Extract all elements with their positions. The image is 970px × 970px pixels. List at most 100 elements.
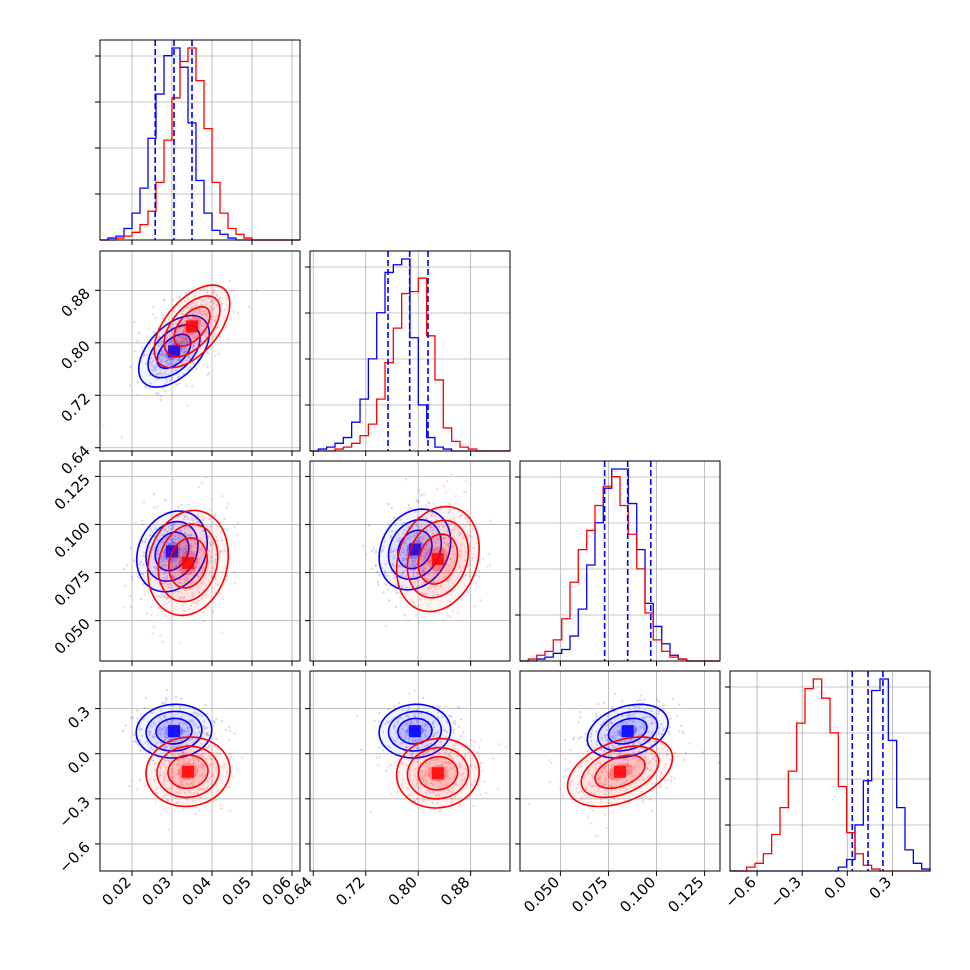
x-tick-label: 0.075 — [568, 873, 611, 916]
axes-frame — [729, 670, 931, 872]
contour-line-1 — [378, 703, 452, 759]
y-tick-label: 0.100 — [51, 519, 94, 562]
plot-area — [362, 473, 492, 628]
x-tick-label: 0.100 — [616, 873, 659, 916]
contour-line-2 — [145, 736, 231, 808]
contour-line-2 — [594, 754, 646, 790]
density-peak-2 — [182, 556, 194, 569]
contour-line-1 — [145, 710, 203, 752]
y-tick-label: 0.075 — [51, 567, 94, 610]
contour-line-1 — [597, 710, 659, 752]
hist-series-2 — [100, 47, 300, 241]
panel-p1-marginal — [95, 39, 301, 245]
panel-p3-vs-p4: 0.050 0.075 0.100 0.125 — [515, 670, 721, 916]
panel-p1-vs-p3: 0.050 0.075 0.100 0.125 — [51, 460, 301, 666]
contour-line-2 — [566, 736, 674, 808]
x-tick-label: 0.0 — [821, 873, 851, 903]
contour-line-2 — [417, 533, 459, 585]
contour-line-2 — [406, 746, 470, 800]
x-tick-label: 0.050 — [520, 873, 563, 916]
x-tick-label: 0.05 — [218, 873, 254, 909]
contour-line-1 — [135, 510, 209, 593]
axes-frame — [99, 670, 301, 872]
contour-line-2 — [167, 537, 209, 589]
y-tick-label: 0.125 — [51, 470, 94, 513]
x-tick-label: 0.03 — [138, 873, 174, 909]
axes-frame — [309, 250, 511, 452]
plot-area — [356, 689, 508, 814]
contour-line-1 — [155, 717, 193, 745]
plot-area — [102, 280, 259, 439]
y-tick-label: 0.050 — [51, 615, 94, 658]
contour-line-1 — [387, 710, 443, 752]
panel-p2-vs-p3 — [305, 460, 511, 666]
axes-frame — [519, 670, 721, 872]
axes-frame — [519, 460, 721, 662]
plot-area — [122, 476, 240, 645]
contour-line-1 — [154, 531, 190, 572]
contour-line-1 — [135, 703, 213, 759]
axes-frame — [99, 460, 301, 662]
hist-series-1 — [520, 468, 720, 662]
contour-line-1 — [378, 508, 452, 591]
hist-series-2 — [310, 277, 510, 452]
y-tick-label: 0.72 — [57, 389, 93, 425]
density-peak-1 — [408, 725, 421, 738]
contour-line-1 — [586, 703, 669, 759]
hist-series-1 — [100, 47, 300, 241]
contour-line-2 — [395, 737, 481, 809]
axes-frame — [99, 250, 301, 452]
contour-line-1 — [137, 314, 211, 388]
panel-p3-marginal — [515, 460, 721, 666]
contour-line-2 — [173, 305, 211, 347]
density-peak-1 — [621, 725, 634, 738]
x-tick-label: 0.3 — [866, 873, 896, 903]
x-tick-label: 0.02 — [98, 873, 134, 909]
contour-line-2 — [395, 505, 481, 613]
y-tick-label: 0.3 — [64, 703, 94, 733]
y-tick-label: 0.64 — [57, 442, 93, 478]
panel-p1-vs-p2: 0.64 0.72 0.80 0.88 — [57, 250, 301, 478]
x-tick-label: −0.3 — [767, 873, 805, 911]
contour-line-1 — [387, 518, 443, 581]
hist-series-2 — [730, 678, 930, 872]
x-tick-label: 0.72 — [332, 873, 368, 909]
density-peak-1 — [168, 345, 180, 358]
density-peak-1 — [168, 725, 180, 738]
contour-line-2 — [580, 745, 660, 799]
density-peak-2 — [182, 765, 194, 778]
contour-line-2 — [406, 519, 470, 599]
axes-frame — [309, 460, 511, 662]
contour-line-2 — [146, 509, 230, 617]
contour-line-2 — [417, 755, 459, 791]
density-peak-2 — [431, 767, 444, 780]
x-tick-label: 0.04 — [178, 873, 214, 909]
density-peak-2 — [614, 765, 626, 778]
panel-p4-marginal: −0.6 −0.3 0.0 0.3 — [721, 670, 931, 912]
panel-p2-vs-p4: 0.64 0.72 0.80 0.88 — [280, 670, 511, 909]
y-tick-label: 0.0 — [64, 748, 94, 778]
axes-frame — [309, 670, 511, 872]
density-peak-2 — [186, 320, 198, 333]
hist-series-2 — [520, 476, 720, 662]
y-tick-label: 0.88 — [57, 284, 93, 320]
y-tick-label: −0.6 — [55, 838, 93, 876]
contour-line-1 — [607, 717, 648, 745]
x-tick-label: 0.125 — [664, 873, 707, 916]
plot-area — [121, 688, 244, 831]
contour-line-2 — [167, 754, 209, 790]
contour-line-2 — [163, 295, 221, 358]
x-tick-label: −0.6 — [721, 873, 759, 911]
contour-line-1 — [145, 520, 199, 583]
y-tick-label: 0.80 — [57, 337, 93, 373]
x-tick-label: 0.80 — [385, 873, 421, 909]
plot-area — [528, 692, 720, 838]
y-tick-label: −0.3 — [55, 793, 93, 831]
contour-line-2 — [153, 284, 231, 369]
axes-frame — [99, 39, 301, 241]
contour-line-2 — [157, 523, 219, 603]
panel-p1-vs-p4: 0.02 0.03 0.04 0.05 0.06−0.6−0.30.00.3 — [55, 670, 301, 909]
x-tick-label: 0.88 — [437, 873, 473, 909]
density-peak-2 — [431, 553, 444, 566]
